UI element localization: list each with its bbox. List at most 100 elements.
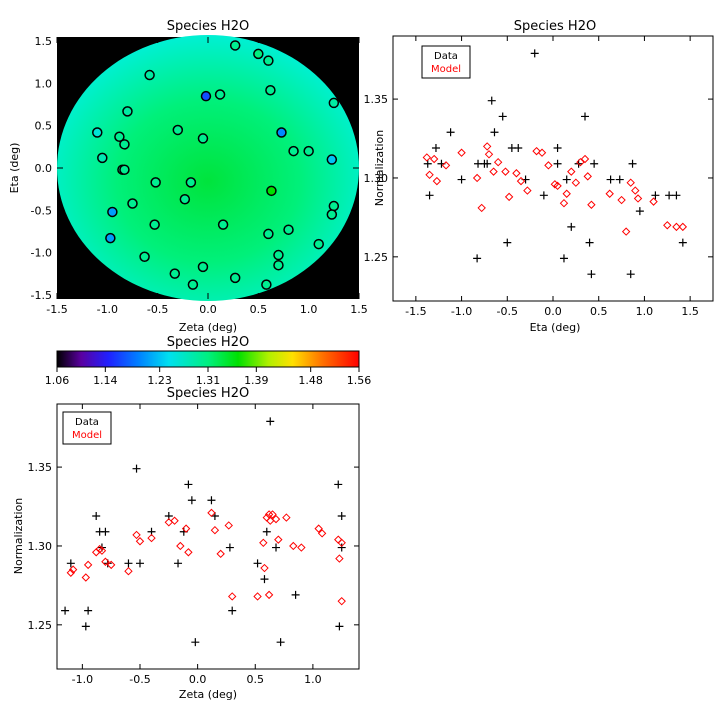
colorbar-tick-label: 1.56 [347, 374, 372, 387]
model-point [544, 161, 553, 170]
colorbar-panel: Species H2O 1.06 1.14 1.23 1.31 1.39 1.48 1.56 [45, 335, 372, 387]
model-point [477, 203, 486, 213]
model-point [562, 189, 571, 198]
eta-legend: Data Model [421, 45, 471, 79]
model-point [504, 192, 514, 202]
model-point [425, 170, 434, 180]
data-point [678, 238, 687, 247]
sensor-point [185, 177, 197, 188]
model-point [95, 544, 104, 554]
sensor-point [97, 152, 108, 164]
eta-scatter-axes: -1.5 -1.0 -0.5 0.0 0.5 1.0 1.5 1.25 1.30 1.35 [364, 36, 713, 318]
sensor-point [263, 55, 274, 66]
data-point [530, 49, 539, 58]
data-point [503, 238, 512, 247]
x-tick-label: 1.5 [681, 305, 699, 318]
model-point [605, 189, 614, 198]
data-point [553, 159, 562, 168]
data-point [615, 175, 624, 184]
data-point [207, 496, 216, 505]
data-point [585, 238, 594, 247]
eta-legend-model: Model [431, 64, 461, 75]
sensor-point [273, 259, 284, 271]
y-tick-label: 1.30 [364, 172, 389, 185]
heatmap-ylabel: Eta (deg) [8, 143, 21, 194]
sensor-point [326, 209, 338, 220]
data-point [446, 128, 455, 137]
sensor-point [105, 232, 116, 244]
heatmap-panel: Species H2O -1.5 -1.0 -0.5 0.0 0.5 1.0 1.5-1.5… [8, 19, 368, 334]
sensor-point [122, 106, 133, 117]
y-tick-label: 1.0 [35, 77, 53, 90]
model-point [106, 560, 116, 570]
data-point [587, 270, 596, 279]
data-point [539, 191, 548, 200]
sensor-point [217, 219, 229, 230]
sensor-point [328, 200, 340, 212]
y-tick-label: -1.5 [31, 289, 52, 302]
model-point [317, 529, 327, 538]
data-point [567, 222, 576, 231]
model-point [147, 533, 156, 543]
colorbar-tick-label: 1.14 [93, 374, 118, 387]
data-point [431, 143, 440, 152]
model-point [457, 148, 466, 157]
colorbar-tick-label: 1.06 [45, 374, 70, 387]
data-point [66, 559, 75, 568]
data-point [423, 159, 432, 168]
model-point [432, 176, 442, 186]
model-point [532, 146, 541, 156]
x-tick-label: -1.0 [72, 673, 93, 686]
model-point [672, 222, 681, 232]
data-point [92, 511, 101, 520]
x-tick-label: 0.0 [544, 305, 562, 318]
model-point [516, 176, 526, 186]
model-point [268, 510, 277, 519]
model-point [176, 541, 185, 551]
model-point [97, 546, 107, 555]
eta-scatter-xlabel: Eta (deg) [530, 321, 581, 334]
x-tick-label: -0.5 [147, 303, 168, 316]
y-tick-label: 0.0 [35, 162, 53, 175]
sensor-point [149, 219, 160, 230]
model-point [181, 524, 191, 533]
x-tick-label: 0.0 [199, 303, 217, 316]
data-point [606, 175, 615, 184]
sensor-point [273, 249, 284, 261]
colorbar-title: Species H2O [167, 335, 249, 350]
model-point [66, 568, 76, 577]
model-point [68, 565, 78, 574]
model-point [523, 186, 532, 195]
x-tick-label: -1.5 [405, 305, 426, 318]
colorbar-ticks: 1.06 1.14 1.23 1.31 1.39 1.48 1.56 [45, 367, 372, 387]
y-tick-label: 0.5 [35, 120, 53, 133]
model-point [335, 554, 344, 563]
sensor-point [303, 145, 314, 157]
x-tick-label: -1.5 [46, 303, 67, 316]
model-point [429, 154, 439, 164]
sensor-point [266, 185, 277, 197]
sensor-point [197, 261, 209, 273]
data-point [262, 527, 271, 536]
y-tick-label: -1.0 [31, 247, 52, 260]
sensor-point [197, 133, 209, 144]
sensor-point [92, 127, 103, 138]
eta-legend-box [421, 45, 471, 79]
model-point [184, 548, 193, 557]
model-point [337, 596, 346, 606]
colorbar-tick-label: 1.31 [196, 374, 221, 387]
x-tick-label: 0.5 [590, 305, 608, 318]
zeta-scatter-axes: -1.0 -0.5 0.0 0.5 1.0 1.25 1.30 1.35 [28, 404, 359, 686]
data-point [191, 638, 200, 647]
sensor-point [328, 97, 340, 109]
data-point [626, 270, 635, 279]
model-point [489, 167, 498, 176]
x-tick-label: -0.5 [497, 305, 518, 318]
model-point [260, 563, 269, 573]
model-point [124, 566, 133, 576]
y-tick-label: 1.5 [35, 35, 53, 48]
sensor-point [229, 40, 241, 51]
colorbar-tick-label: 1.23 [147, 374, 172, 387]
zeta-scatter-points [61, 417, 346, 647]
